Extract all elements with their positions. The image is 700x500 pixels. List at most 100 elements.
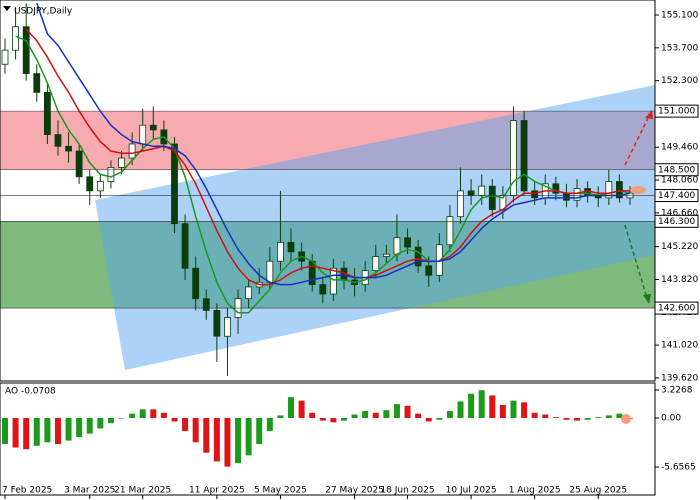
ao-bar [319, 417, 326, 421]
ao-bar [605, 415, 612, 418]
candle-body [446, 216, 454, 246]
ao-bar [266, 417, 273, 432]
candle-body [287, 242, 295, 253]
ao-bar [552, 417, 559, 418]
moving-average [15, 35, 631, 314]
candle-body [107, 167, 115, 182]
ao-bar [97, 417, 104, 429]
candle-body [605, 181, 613, 199]
candle-body [75, 150, 83, 178]
candle-body [616, 181, 623, 199]
level-label: 147.400 [658, 191, 695, 201]
candle-body [372, 256, 380, 271]
moving-average [36, 3, 631, 286]
candle-body [43, 91, 51, 135]
y-tick-label: 148.060 [661, 176, 698, 186]
candle-body [425, 265, 433, 276]
candle-body [54, 134, 62, 147]
level-label: 151.000 [658, 107, 695, 117]
candle-body [181, 223, 189, 269]
candle-body [563, 192, 570, 201]
moving-average [25, 28, 630, 286]
candle-body [404, 237, 411, 248]
ao-bar [245, 417, 252, 456]
ao-bar [33, 417, 40, 446]
ao-bar [436, 417, 443, 420]
ao-bar [563, 417, 570, 420]
y-tick-label: 3.2268 [661, 385, 693, 395]
y-tick-label: -5.6565 [661, 463, 696, 473]
candle-body [414, 246, 422, 267]
x-tick-label: 11 Apr 2025 [189, 486, 245, 496]
candle-body [552, 183, 560, 194]
y-tick-label: 153.700 [661, 43, 698, 53]
ao-bar [351, 414, 358, 418]
y-tick-label: 149.460 [661, 143, 698, 153]
ao-bar [235, 417, 242, 464]
y-tick-label: 141.020 [661, 341, 698, 351]
y-tick-label: 0.00 [661, 413, 681, 423]
ao-bar [457, 401, 464, 418]
ao-bar [309, 412, 316, 418]
ao-bar [446, 411, 453, 418]
ao-bar [192, 417, 199, 443]
ao-title: AO -0.0708 [5, 387, 56, 397]
candle-body [149, 124, 157, 131]
candle-body [96, 181, 104, 192]
y-tick-label: 145.220 [661, 242, 698, 252]
y-tick-label: 139.620 [661, 373, 698, 383]
ao-bar [478, 390, 485, 418]
x-tick-label: 25 Aug 2025 [569, 486, 627, 496]
price-plot [0, 3, 655, 377]
candle-body [329, 267, 337, 295]
marker [621, 414, 631, 424]
ao-bar [574, 417, 581, 421]
candle-body [118, 157, 125, 168]
candle-body [1, 49, 9, 65]
level-label: 146.300 [658, 217, 695, 227]
ao-bar [86, 417, 93, 434]
ao-bar [383, 410, 390, 418]
ao-bar [393, 404, 400, 418]
ao-bar [404, 405, 411, 418]
ao-bar [224, 417, 231, 467]
ao-bar [330, 417, 337, 423]
candle-body [65, 145, 72, 152]
ao-bar [340, 417, 347, 421]
ao-bar [521, 402, 528, 418]
candle-body [171, 143, 178, 225]
ao-bar [23, 417, 30, 450]
candle-body [319, 284, 327, 295]
y-tick-label: 155.100 [661, 11, 698, 21]
axes: 155.100 153.700 152.300 149.460 148.060 146.6… [2, 11, 699, 499]
y-tick-label: 146.660 [661, 208, 698, 218]
ao-bar [584, 417, 591, 420]
ao-bar [160, 412, 167, 418]
candle-body [478, 185, 486, 196]
x-tick-label: 7 Feb 2025 [2, 486, 52, 496]
candle-body [457, 190, 464, 218]
candle-body [245, 286, 253, 300]
ao-bar [499, 404, 506, 418]
ao-bar [65, 417, 72, 441]
ao-bar [288, 397, 295, 418]
ao-bar [118, 417, 125, 419]
x-tick-label: 27 May 2025 [325, 486, 384, 496]
up-arrow-head [645, 110, 653, 119]
level-label: 142.600 [658, 304, 695, 314]
ao-plot [2, 390, 633, 467]
ao-bar [298, 400, 305, 418]
candle-body [139, 124, 147, 145]
candle-body [192, 267, 200, 300]
candle-body [488, 185, 496, 211]
ao-bar [425, 417, 432, 422]
candle-body [33, 73, 41, 93]
down-arrow [624, 224, 648, 299]
candle-body [202, 298, 210, 311]
main-frame [0, 0, 656, 382]
x-tick-label: 3 Mar 2025 [64, 486, 115, 496]
ao-bar [468, 393, 475, 418]
ao-bar [531, 412, 538, 418]
y-tick-label: 143.820 [661, 275, 698, 285]
